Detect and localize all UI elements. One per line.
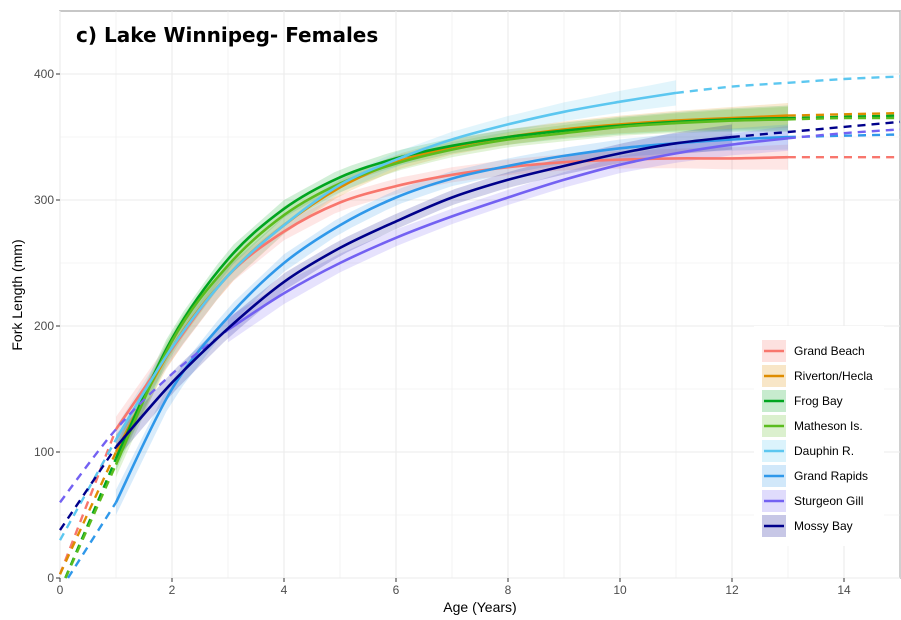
y-tick-label: 400 <box>34 67 54 81</box>
x-tick-label: 14 <box>837 583 851 597</box>
confidence-bands <box>116 80 788 516</box>
series-lines <box>58 75 901 579</box>
x-tick-label: 0 <box>57 583 64 597</box>
legend-label-grand-rapids: Grand Rapids <box>794 469 868 483</box>
line-dauphin-r <box>114 91 677 441</box>
x-tick-label: 8 <box>505 583 512 597</box>
line-mossy-bay-extrapolated-start <box>59 446 117 531</box>
legend-label-mossy-bay: Mossy Bay <box>794 519 853 533</box>
grid-layer <box>59 10 901 579</box>
line-riverton-hecla-extrapolated-end <box>787 111 901 117</box>
y-tick-label: 0 <box>47 571 54 585</box>
x-tick-label: 2 <box>169 583 176 597</box>
legend-label-grand-beach: Grand Beach <box>794 344 865 358</box>
legend-label-matheson-is: Matheson Is. <box>794 419 863 433</box>
line-grand-rapids-extrapolated-end <box>787 133 901 139</box>
band-sturgeon-gill <box>228 125 788 343</box>
legend: Grand Beach Riverton/Hecla Frog Bay Matheso… <box>754 326 884 546</box>
line-matheson-is <box>114 118 789 466</box>
y-tick-label: 100 <box>34 445 54 459</box>
line-mossy-bay <box>115 135 733 448</box>
line-grand-rapids-extrapolated-start <box>66 501 118 579</box>
line-matheson-is-extrapolated-end <box>787 116 901 121</box>
x-tick-label: 6 <box>393 583 400 597</box>
y-axis-title: Fork Length (mm) <box>9 239 25 350</box>
legend-label-dauphin-r: Dauphin R. <box>794 444 854 458</box>
line-dauphin-r-extrapolated-end <box>675 75 901 95</box>
line-riverton-hecla-extrapolated-start <box>58 451 118 575</box>
line-frog-bay-extrapolated-end <box>787 114 901 120</box>
band-dauphin-r <box>116 80 676 453</box>
y-tick-label: 300 <box>34 193 54 207</box>
x-tick-label: 4 <box>281 583 288 597</box>
line-mossy-bay-extrapolated-end <box>731 120 901 139</box>
legend-label-sturgeon-gill: Sturgeon Gill <box>794 494 863 508</box>
line-grand-beach-extrapolated-start <box>58 428 118 575</box>
legend-label-riverton-hecla: Riverton/Hecla <box>794 369 873 383</box>
line-sturgeon-gill-extrapolated-end <box>787 128 901 140</box>
legend-background <box>754 326 884 546</box>
line-matheson-is-extrapolated-start <box>64 464 118 579</box>
plot-title: c) Lake Winnipeg- Females <box>76 23 378 47</box>
x-tick-label: 10 <box>613 583 627 597</box>
x-axis-title: Age (Years) <box>443 599 516 615</box>
y-tick-label: 200 <box>34 319 54 333</box>
line-sturgeon-gill-extrapolated-start <box>59 328 229 504</box>
x-tick-label: 12 <box>725 583 739 597</box>
legend-label-frog-bay: Frog Bay <box>794 394 843 408</box>
line-sturgeon-gill <box>227 137 789 331</box>
axis-ticks: 0 2 4 6 8 10 12 14 0 100 200 300 400 <box>34 67 851 597</box>
